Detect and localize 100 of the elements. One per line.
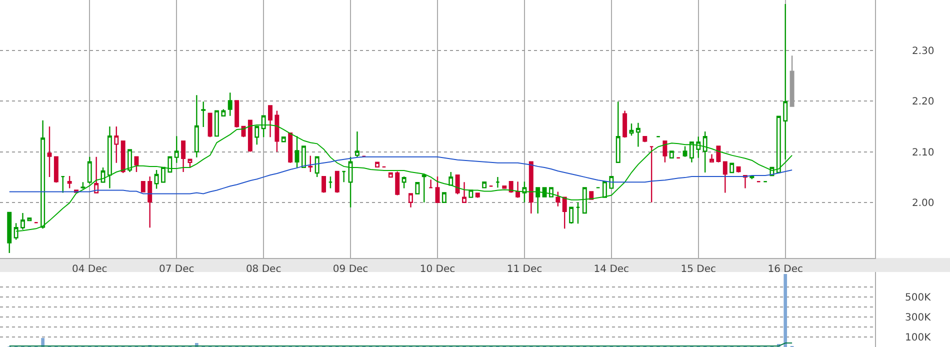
candlestick (482, 182, 487, 188)
candlestick (14, 222, 18, 240)
candlestick (328, 176, 333, 189)
candlestick (20, 212, 25, 230)
candlestick (128, 149, 132, 173)
candlestick (60, 176, 66, 194)
candlestick (87, 156, 92, 184)
candlestick (415, 182, 420, 194)
candlestick (609, 176, 614, 189)
candlestick (322, 176, 326, 194)
candlestick (221, 108, 226, 116)
candlestick (148, 176, 152, 228)
candlestick (689, 142, 694, 163)
candlestick (548, 187, 554, 198)
y-tick-label: 2.00 (912, 198, 934, 209)
candlestick (702, 130, 708, 174)
candlestick (662, 140, 668, 163)
candlestick (194, 94, 199, 158)
candlestick (388, 172, 393, 178)
candlestick (442, 192, 446, 203)
candlestick (348, 156, 353, 208)
candlestick (181, 140, 186, 173)
y-tick-label: 100K (905, 332, 932, 344)
y-tick-label: 2.10 (912, 147, 934, 158)
candlestick (301, 146, 306, 168)
candlestick (7, 212, 12, 254)
x-tick-label: 14 Dec (594, 264, 630, 275)
y-tick-label: 2.20 (912, 96, 934, 108)
candlestick (669, 150, 674, 158)
candlestick (114, 126, 119, 164)
candlestick (422, 174, 426, 203)
candlestick (649, 146, 654, 203)
candlestick (569, 206, 574, 224)
candlestick (776, 116, 781, 174)
candlestick (214, 110, 219, 137)
candlestick (536, 187, 540, 214)
y-tick-label: 2.30 (912, 46, 934, 58)
candlestick (402, 176, 406, 189)
candlestick (730, 162, 734, 174)
candlestick (462, 182, 466, 203)
x-tick-label: 15 Dec (680, 264, 716, 275)
candlestick (576, 202, 580, 224)
candlestick (254, 126, 260, 146)
candlestick (395, 170, 400, 196)
candlestick (120, 140, 126, 174)
candlestick (47, 126, 52, 178)
candlestick (234, 100, 240, 128)
line-series (8, 156, 793, 194)
candlestick (274, 110, 280, 152)
candlestick (80, 182, 86, 190)
candlestick (616, 101, 620, 163)
candlestick (428, 178, 434, 188)
x-tick-label: 11 Dec (506, 264, 542, 275)
candlestick (629, 122, 634, 136)
candlestick (502, 186, 507, 189)
candlestick (140, 181, 146, 192)
candlestick (314, 156, 320, 178)
y-tick-label: 500K (905, 292, 932, 304)
candlestick (522, 181, 527, 203)
candlestick (354, 130, 360, 158)
candlestick (208, 112, 212, 138)
candlestick (201, 101, 206, 128)
candlestick (562, 196, 567, 230)
candlestick (174, 135, 179, 164)
candlestick (435, 176, 440, 203)
candlestick (154, 169, 159, 190)
candlestick (602, 181, 607, 198)
x-tick-label: 07 Dec (158, 264, 194, 275)
candlestick (722, 161, 728, 194)
candlestick (636, 122, 640, 148)
candlestick (134, 156, 139, 173)
candlestick (27, 217, 32, 222)
candlestick (508, 181, 514, 194)
candlestick (455, 174, 460, 195)
candlestick (468, 190, 474, 198)
candlestick (542, 187, 547, 198)
candlestick (268, 105, 272, 138)
candlestick (582, 187, 587, 214)
candlestick (342, 170, 346, 183)
candlestick (94, 156, 99, 194)
candlestick (408, 193, 413, 208)
x-tick-label: 04 Dec (72, 264, 108, 275)
candlestick (696, 136, 701, 158)
candlestick (736, 166, 741, 174)
bar (784, 274, 788, 347)
candlestick (495, 176, 500, 188)
y-tick-label: 300K (905, 312, 932, 324)
x-tick-label: 09 Dec (332, 264, 368, 275)
line-series (16, 124, 793, 232)
candlestick (107, 126, 112, 189)
candlestick (556, 191, 560, 207)
candlestick (288, 132, 293, 164)
candlestick (710, 154, 714, 162)
candlestick (294, 135, 300, 168)
candlestick (281, 136, 286, 142)
x-tick-label: 10 Dec (420, 264, 456, 275)
candlestick (228, 92, 232, 116)
candlestick (475, 192, 480, 198)
candlestick (642, 136, 648, 143)
candlestick (54, 156, 58, 184)
